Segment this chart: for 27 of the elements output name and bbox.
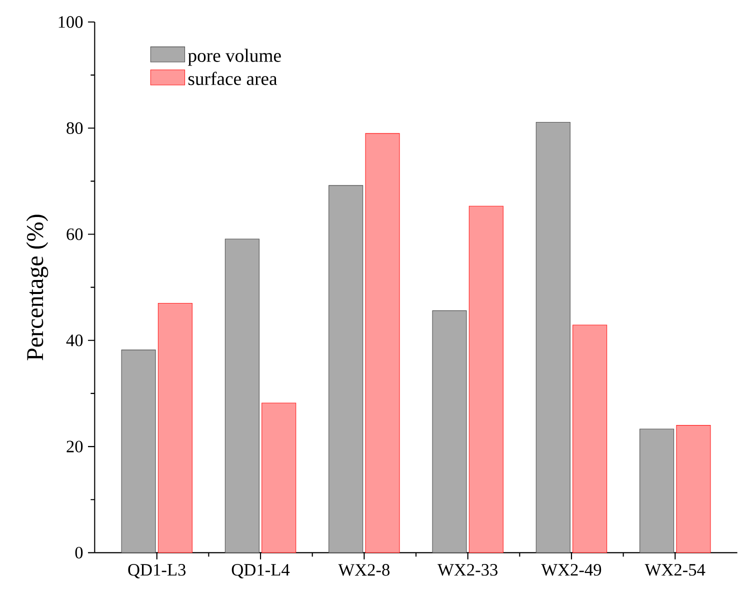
bar [572, 324, 608, 553]
y-tick-label: 60 [66, 228, 83, 240]
x-tick-label: WX2-33 [438, 564, 498, 576]
y-tick-label: 80 [66, 122, 83, 134]
bar [365, 133, 400, 553]
y-axis-title: Percentage (%) [26, 214, 48, 360]
bar [262, 402, 296, 553]
y-tick-label: 0 [75, 546, 83, 559]
y-tick-label: 20 [66, 440, 83, 452]
x-tick-label: WX2-49 [541, 564, 602, 576]
legend-label: pore volume [188, 48, 281, 66]
bar [676, 425, 711, 553]
bar [468, 206, 504, 553]
legend-label: surface area [188, 72, 278, 86]
y-tick-label: 100 [58, 16, 83, 28]
bar [158, 302, 192, 553]
y-tick-label: 40 [66, 334, 83, 346]
x-tick-label: WX2-54 [644, 564, 706, 576]
bar [121, 350, 156, 553]
bar [432, 310, 467, 553]
bar [224, 238, 260, 553]
x-tick-label: QD1-L4 [232, 564, 290, 578]
bar [536, 122, 570, 553]
bar [640, 428, 674, 553]
x-tick-label: QD1-L3 [128, 564, 186, 578]
x-tick-label: WX2-8 [338, 564, 390, 576]
bar [328, 185, 364, 553]
